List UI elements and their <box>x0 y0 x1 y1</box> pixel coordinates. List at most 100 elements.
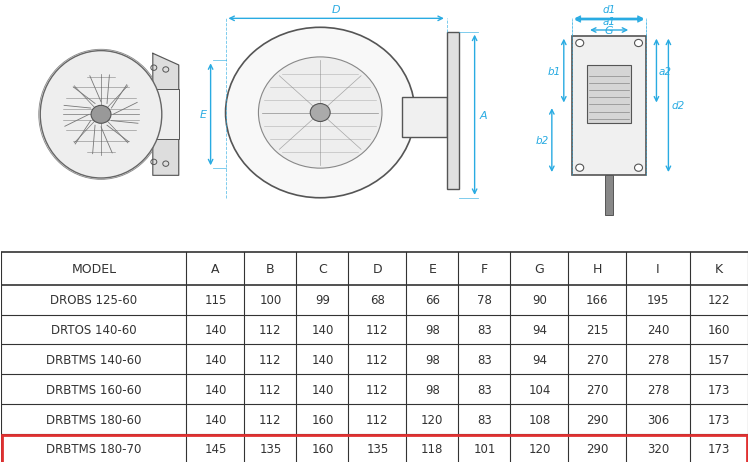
Text: 215: 215 <box>586 323 608 336</box>
Text: 118: 118 <box>421 443 443 456</box>
Text: 122: 122 <box>708 294 730 307</box>
Text: 108: 108 <box>528 413 551 425</box>
Text: 270: 270 <box>586 353 608 366</box>
Text: 66: 66 <box>425 294 440 307</box>
Ellipse shape <box>39 50 163 180</box>
Bar <box>402 98 446 138</box>
Text: 140: 140 <box>204 323 227 336</box>
Text: A: A <box>211 262 219 275</box>
Text: 140: 140 <box>204 353 227 366</box>
Text: 101: 101 <box>473 443 496 456</box>
Text: 173: 173 <box>708 383 730 396</box>
Text: 135: 135 <box>366 443 389 456</box>
Text: F: F <box>481 262 488 275</box>
Text: d1: d1 <box>602 5 616 15</box>
Text: 120: 120 <box>528 443 551 456</box>
Text: 140: 140 <box>312 383 333 396</box>
Text: 140: 140 <box>312 323 333 336</box>
Text: 240: 240 <box>646 323 669 336</box>
Circle shape <box>310 104 330 122</box>
Text: DRTOS 140-60: DRTOS 140-60 <box>51 323 137 336</box>
Text: 68: 68 <box>370 294 385 307</box>
Text: 290: 290 <box>586 443 608 456</box>
Text: 166: 166 <box>586 294 608 307</box>
Text: 306: 306 <box>647 413 669 425</box>
Text: 90: 90 <box>532 294 547 307</box>
Text: 94: 94 <box>532 323 547 336</box>
Text: 115: 115 <box>204 294 227 307</box>
Polygon shape <box>153 54 179 176</box>
Bar <box>446 33 458 189</box>
Circle shape <box>91 106 111 124</box>
Text: 140: 140 <box>312 353 333 366</box>
Text: 290: 290 <box>586 413 608 425</box>
Text: 112: 112 <box>366 383 389 396</box>
Text: 98: 98 <box>425 323 440 336</box>
Text: 270: 270 <box>586 383 608 396</box>
Text: 112: 112 <box>259 413 282 425</box>
Text: G: G <box>604 26 613 36</box>
Text: B: B <box>266 262 275 275</box>
Text: 112: 112 <box>259 383 282 396</box>
Text: 112: 112 <box>366 323 389 336</box>
Text: 140: 140 <box>204 383 227 396</box>
Bar <box>571 37 646 175</box>
Text: 98: 98 <box>425 383 440 396</box>
Text: A: A <box>479 111 488 120</box>
Text: 140: 140 <box>204 413 227 425</box>
Text: 120: 120 <box>421 413 443 425</box>
Circle shape <box>634 165 643 172</box>
Text: 320: 320 <box>647 443 669 456</box>
Bar <box>2 435 747 463</box>
Circle shape <box>258 58 382 169</box>
Text: D: D <box>372 262 382 275</box>
Text: 83: 83 <box>477 413 492 425</box>
Ellipse shape <box>40 51 162 179</box>
Text: 100: 100 <box>259 294 282 307</box>
Text: d2: d2 <box>671 101 685 111</box>
Text: 160: 160 <box>312 443 333 456</box>
Bar <box>605 175 613 216</box>
Text: DRBTMS 180-70: DRBTMS 180-70 <box>46 443 142 456</box>
Text: 94: 94 <box>532 353 547 366</box>
Text: 112: 112 <box>259 323 282 336</box>
Text: 160: 160 <box>312 413 333 425</box>
Text: 83: 83 <box>477 323 492 336</box>
Text: 173: 173 <box>708 443 730 456</box>
Bar <box>153 90 179 140</box>
Text: 278: 278 <box>646 383 669 396</box>
Text: 173: 173 <box>708 413 730 425</box>
Text: a2: a2 <box>658 67 671 76</box>
Text: 104: 104 <box>528 383 551 396</box>
Text: 98: 98 <box>425 353 440 366</box>
Text: 195: 195 <box>646 294 669 307</box>
Text: MODEL: MODEL <box>71 262 117 275</box>
Text: DRBTMS 160-60: DRBTMS 160-60 <box>46 383 142 396</box>
Text: E: E <box>428 262 436 275</box>
Circle shape <box>576 165 583 172</box>
Text: G: G <box>535 262 545 275</box>
Text: 145: 145 <box>204 443 227 456</box>
Text: C: C <box>318 262 327 275</box>
Text: 135: 135 <box>259 443 282 456</box>
Text: a1: a1 <box>603 18 616 27</box>
Text: 99: 99 <box>315 294 330 307</box>
Text: DRBTMS 140-60: DRBTMS 140-60 <box>46 353 142 366</box>
Text: 112: 112 <box>366 353 389 366</box>
Text: DRBTMS 180-60: DRBTMS 180-60 <box>46 413 142 425</box>
Text: H: H <box>592 262 602 275</box>
Circle shape <box>225 28 415 198</box>
Text: I: I <box>656 262 660 275</box>
Circle shape <box>634 40 643 48</box>
Text: 83: 83 <box>477 353 492 366</box>
Text: 160: 160 <box>708 323 730 336</box>
Circle shape <box>576 40 583 48</box>
Text: 278: 278 <box>646 353 669 366</box>
Text: DROBS 125-60: DROBS 125-60 <box>50 294 138 307</box>
Text: D: D <box>332 5 341 15</box>
Text: 112: 112 <box>259 353 282 366</box>
Text: b2: b2 <box>536 136 549 146</box>
Text: 78: 78 <box>477 294 492 307</box>
Text: E: E <box>200 110 207 120</box>
Text: b1: b1 <box>548 67 561 76</box>
